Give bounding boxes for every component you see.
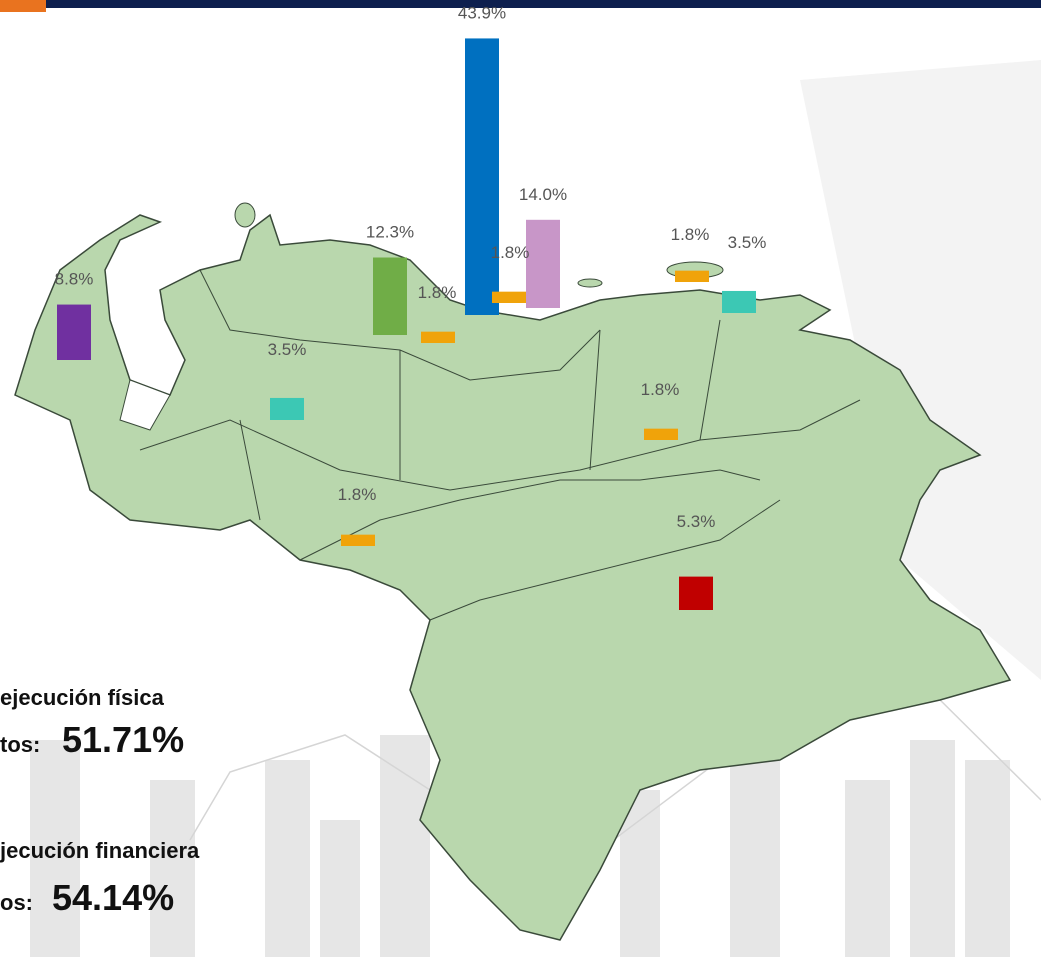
bar-label: 5.3% bbox=[677, 512, 716, 531]
bar-label: 3.5% bbox=[728, 233, 767, 252]
bar-label: 8.8% bbox=[55, 270, 94, 289]
stats: ejecución física tos: 51.71% jecución fi… bbox=[0, 685, 200, 918]
bar-label: 12.3% bbox=[366, 223, 414, 242]
bar bbox=[465, 38, 499, 316]
bar-label: 1.8% bbox=[671, 225, 710, 244]
bar-label: 1.8% bbox=[641, 380, 680, 399]
background-decoration bbox=[30, 60, 1041, 957]
stat-heading: ejecución física bbox=[0, 685, 165, 710]
bar-label: 1.8% bbox=[418, 283, 457, 302]
top-bar bbox=[0, 0, 1041, 8]
bar bbox=[492, 291, 526, 303]
bar bbox=[722, 290, 756, 313]
bar-label: 3.5% bbox=[268, 340, 307, 359]
bar-label: 14.0% bbox=[519, 185, 567, 204]
stat-value: 54.14% bbox=[52, 877, 174, 918]
bar bbox=[526, 219, 560, 308]
bar bbox=[679, 576, 713, 610]
bar bbox=[373, 257, 407, 335]
venezuela-map bbox=[14, 202, 1012, 941]
bar-label: 1.8% bbox=[491, 243, 530, 262]
bar-label: 1.8% bbox=[338, 485, 377, 504]
bar bbox=[57, 304, 91, 360]
bar-label: 43.9% bbox=[458, 3, 506, 22]
stat-heading: jecución financiera bbox=[0, 838, 200, 863]
top-accent bbox=[0, 0, 46, 12]
bar bbox=[675, 270, 709, 282]
stat-prefix: tos: bbox=[0, 732, 40, 757]
bar bbox=[341, 534, 375, 546]
bar bbox=[270, 397, 304, 420]
stat-prefix: os: bbox=[0, 890, 33, 915]
bars: 8.8% 12.3% 43.9% 14.0% 1.8% 1.8% 1.8% 3.5% 3.5% 1… bbox=[55, 3, 767, 610]
bar bbox=[644, 428, 678, 440]
stat-value: 51.71% bbox=[62, 719, 184, 760]
bar bbox=[421, 331, 455, 343]
